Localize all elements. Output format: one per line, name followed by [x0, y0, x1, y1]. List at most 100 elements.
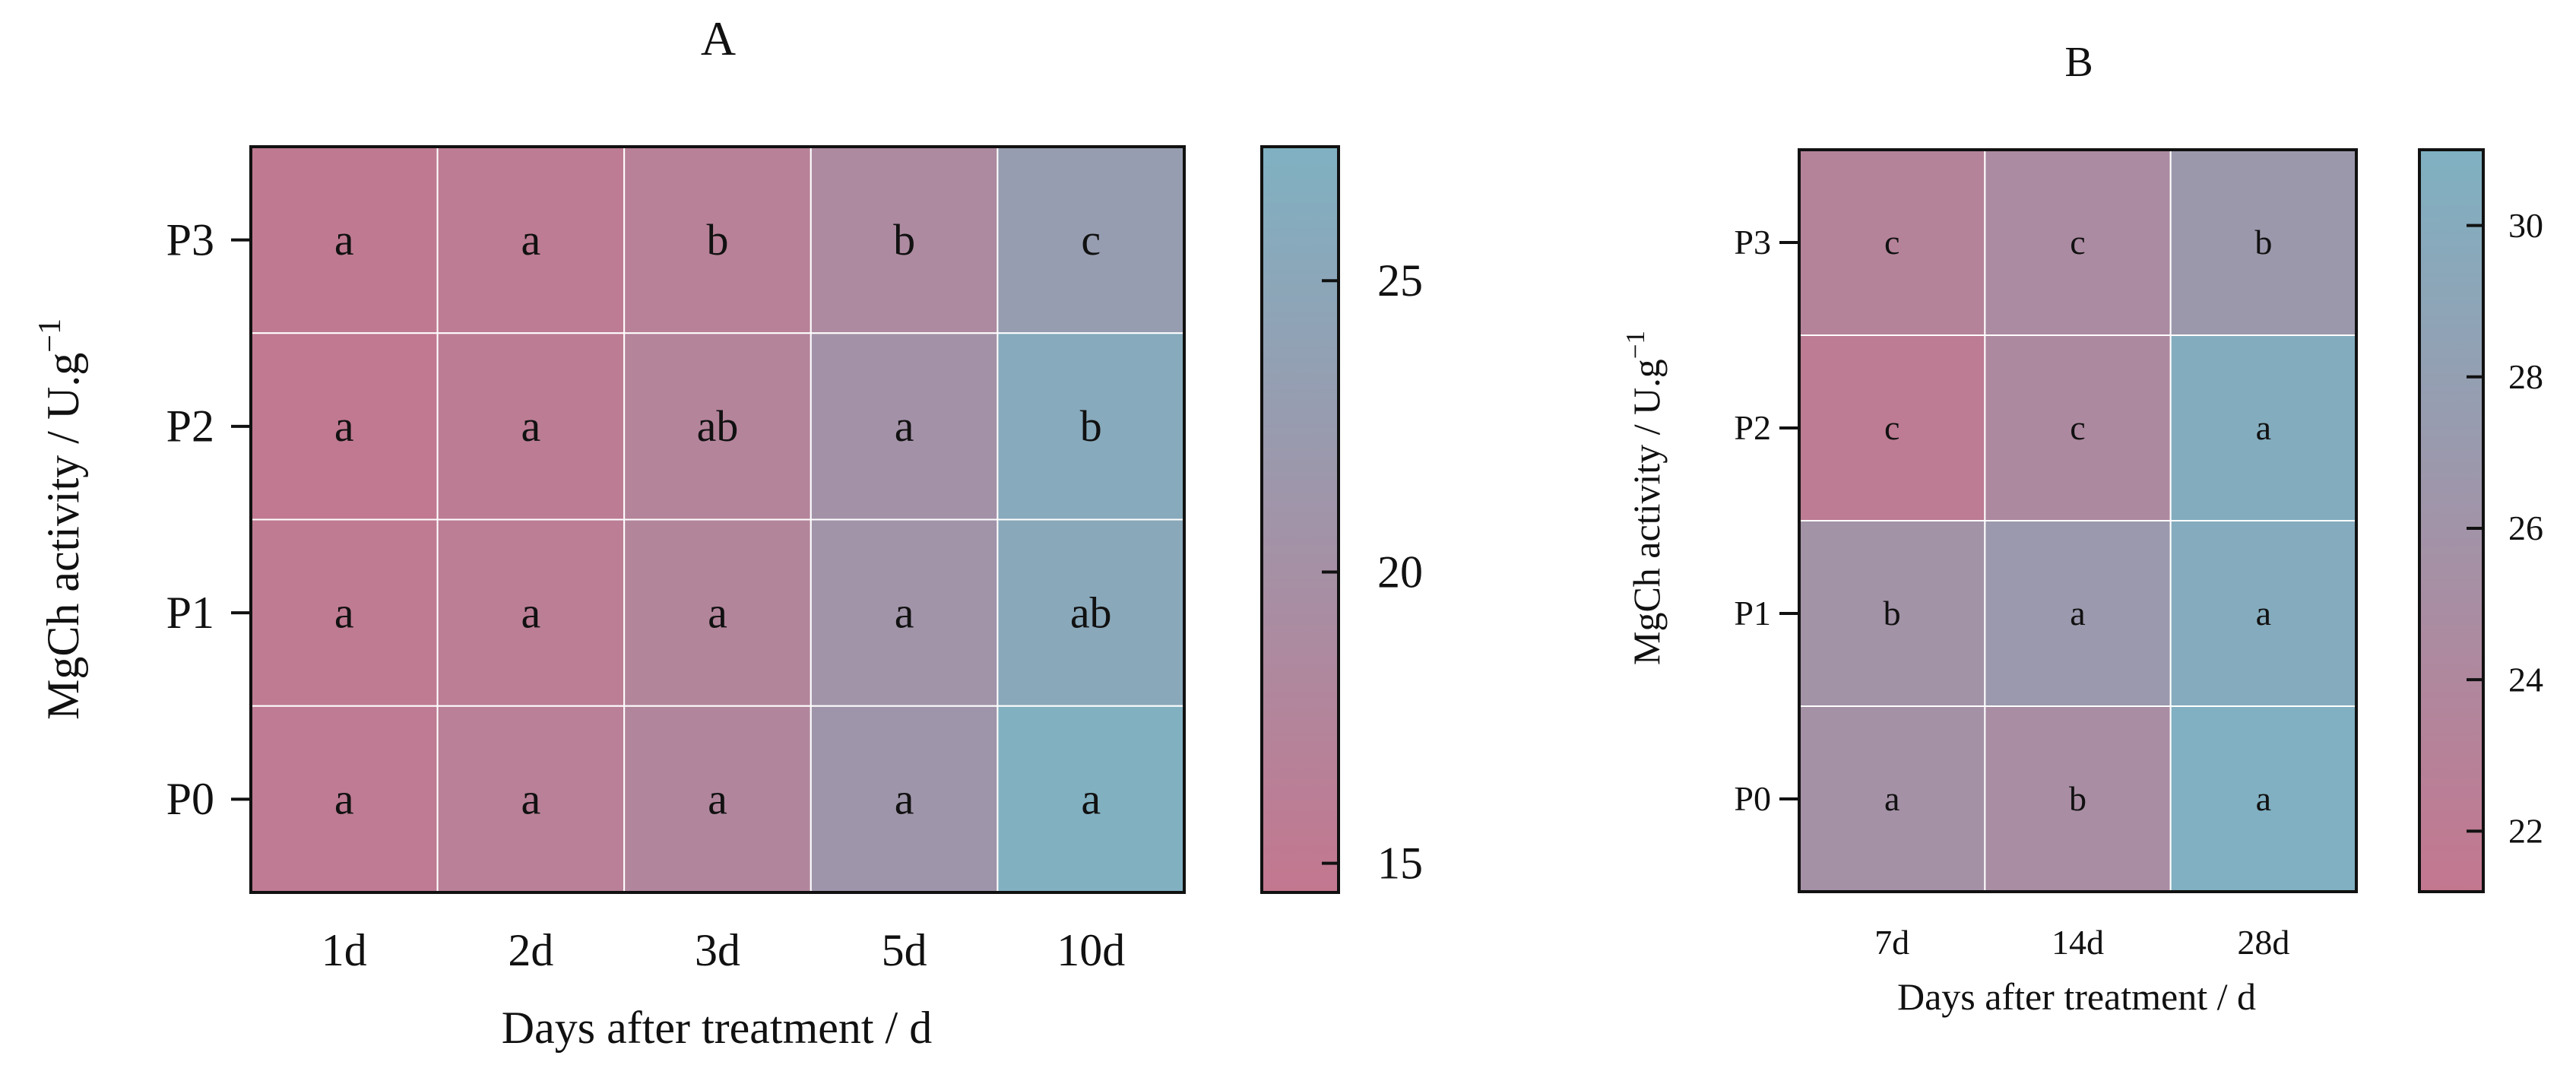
panel-a-x-tick-label: 2d	[508, 925, 553, 975]
panel-a-cell-label: a	[521, 401, 541, 451]
panel-a-y-axis-title-text: MgCh activity / U.g	[38, 353, 88, 720]
panel-a-y-tick-label: P2	[166, 401, 214, 452]
panel-b-colorbar-tick-label: 22	[2508, 812, 2543, 851]
panel-a-colorbar-bar	[1260, 145, 1340, 894]
panel-a-cell	[623, 332, 812, 521]
panel-a-y-tick-label: P3	[166, 214, 214, 265]
panel-a-y-tick-label: P1	[166, 588, 214, 638]
panel-a-cell	[436, 705, 626, 893]
panel-a-y-axis: P3 P2 P1 P0	[166, 214, 251, 824]
panel-b-y-axis-title-sup: −1	[1621, 331, 1650, 359]
panel-a-cell-label: a	[334, 215, 354, 265]
panel-a-cell-label: a	[334, 588, 354, 637]
panel-a-cell	[810, 146, 999, 334]
panel-b-cell	[1984, 705, 2172, 892]
panel-b-colorbar: 22 24 26 28 30	[2418, 148, 2543, 893]
panel-b-cell	[1984, 334, 2172, 521]
panel-b-colorbar-bar	[2418, 148, 2485, 893]
panel-a-cell-label: c	[1081, 215, 1101, 265]
panel-a-colorbar-tick-label: 20	[1377, 547, 1423, 597]
panel-a-cell	[436, 146, 626, 334]
panel-b-y-tick-label: P0	[1734, 779, 1771, 818]
panel-a-y-axis-title-sup: −1	[33, 319, 68, 353]
panel-a-cell	[623, 518, 812, 707]
panel-b-x-tick-label: 7d	[1874, 923, 1909, 962]
panel-a-colorbar-ticks: 15 20 25	[1322, 255, 1423, 888]
panel-b-colorbar-tick-label: 26	[2508, 509, 2543, 547]
panel-a-cell-label: a	[521, 588, 541, 637]
panel-a-frame	[249, 145, 1186, 894]
panel-a-cell	[623, 705, 812, 893]
panel-a-title: A	[701, 11, 736, 65]
panel-a-cells: a a b b ca a ab a ba a a a aba a a a a	[250, 146, 1186, 893]
panel-b-x-axis-title: Days after treatment / d	[1897, 975, 2256, 1018]
panel-b-colorbar-tick-label: 24	[2508, 660, 2543, 699]
panel-b-y-tick-label: P1	[1734, 594, 1771, 632]
panel-a-x-tick-label: 5d	[882, 925, 927, 975]
panel-b-cell	[1798, 334, 1986, 521]
panel-b-y-axis-title: MgCh activity / U.g−1	[1621, 331, 1668, 665]
panel-b-x-tick-label: 14d	[2052, 923, 2104, 962]
panel-b-cell-label: a	[2070, 594, 2085, 632]
panel-b-cell-label: a	[2256, 408, 2271, 447]
panel-a-cell-label: a	[334, 775, 354, 824]
panel-a-cell	[810, 705, 999, 893]
panel-b-colorbar-ticks: 22 24 26 28 30	[2467, 206, 2543, 851]
panel-a-cell-label: b	[707, 215, 729, 265]
panel-b-cell-label: c	[1884, 408, 1900, 447]
panel-a-cell-label: a	[895, 401, 914, 451]
panel-b-x-tick-label: 28d	[2237, 923, 2289, 962]
panel-a-cell-label: b	[893, 215, 915, 265]
panel-a-cell-label: a	[1081, 775, 1101, 824]
panel-a-cell-label: a	[708, 588, 727, 637]
panel-a-cell	[996, 332, 1186, 521]
panel-b-x-axis: 7d 14d 28d	[1874, 923, 2289, 962]
panel-b-cell	[2169, 149, 2358, 336]
panel-a-cell	[996, 518, 1186, 707]
panel-b-cell	[1798, 520, 1986, 707]
panel-b-cell-label: a	[2256, 779, 2271, 818]
panel-a-cell	[436, 518, 626, 707]
heatmap-panel-b: B c c b c c a b a a a b a P3 P2 P1 P0 7d 14d 28d Days af…	[1621, 39, 2543, 1018]
panel-b-colorbar-tick-label: 30	[2508, 206, 2543, 245]
panel-b-cell-label: c	[2070, 408, 2085, 447]
panel-a-y-axis-title: MgCh activity / U.g−1	[33, 319, 88, 720]
panel-b-y-axis-title-text: MgCh activity / U.g	[1625, 359, 1668, 665]
panel-b-cell-label: b	[2254, 223, 2272, 261]
panel-a-y-tick-label: P0	[166, 774, 214, 824]
panel-b-y-axis: P3 P2 P1 P0	[1734, 223, 1799, 818]
panel-b-cell-label: b	[2069, 779, 2086, 818]
panel-b-cell	[1798, 149, 1986, 336]
panel-a-cell	[810, 518, 999, 707]
panel-a-cell-label: a	[521, 215, 541, 265]
panel-a-cell-label: ab	[1070, 588, 1112, 637]
panel-a-cell-label: a	[895, 775, 914, 824]
panel-b-cells: c c b c c a b a a a b a	[1798, 149, 2358, 892]
panel-a-cell	[250, 332, 439, 521]
panel-b-y-tick-label: P2	[1734, 408, 1771, 447]
panel-a-cell-label: a	[334, 401, 354, 451]
panel-a-cell-label: a	[521, 775, 541, 824]
panel-b-cell-label: c	[2070, 223, 2085, 261]
panel-a-cell	[996, 705, 1186, 893]
panel-a-x-tick-label: 10d	[1057, 925, 1125, 975]
panel-a-colorbar-tick-label: 15	[1377, 838, 1423, 888]
panel-b-cell-label: b	[1884, 594, 1901, 632]
panel-a-cell-label: ab	[697, 401, 739, 451]
panel-a-x-tick-label: 3d	[695, 925, 740, 975]
panel-a-x-axis: 1d 2d 3d 5d 10d	[322, 925, 1125, 975]
panel-b-title: B	[2064, 39, 2093, 86]
panel-a-cell-label: b	[1080, 401, 1102, 451]
panel-b-cell-label: a	[2256, 594, 2271, 632]
panel-a-colorbar: 15 20 25	[1260, 145, 1423, 894]
panel-b-cell	[2169, 705, 2358, 892]
panel-a-cell	[250, 146, 439, 334]
panel-b-frame	[1798, 148, 2358, 893]
panel-a-cell	[996, 146, 1186, 334]
panel-a-cell-label: a	[708, 775, 727, 824]
panel-a-x-tick-label: 1d	[322, 925, 367, 975]
panel-b-cell-label: c	[1884, 223, 1900, 261]
panel-a-colorbar-tick-label: 25	[1377, 255, 1423, 306]
panel-a-cell-label: a	[895, 588, 914, 637]
